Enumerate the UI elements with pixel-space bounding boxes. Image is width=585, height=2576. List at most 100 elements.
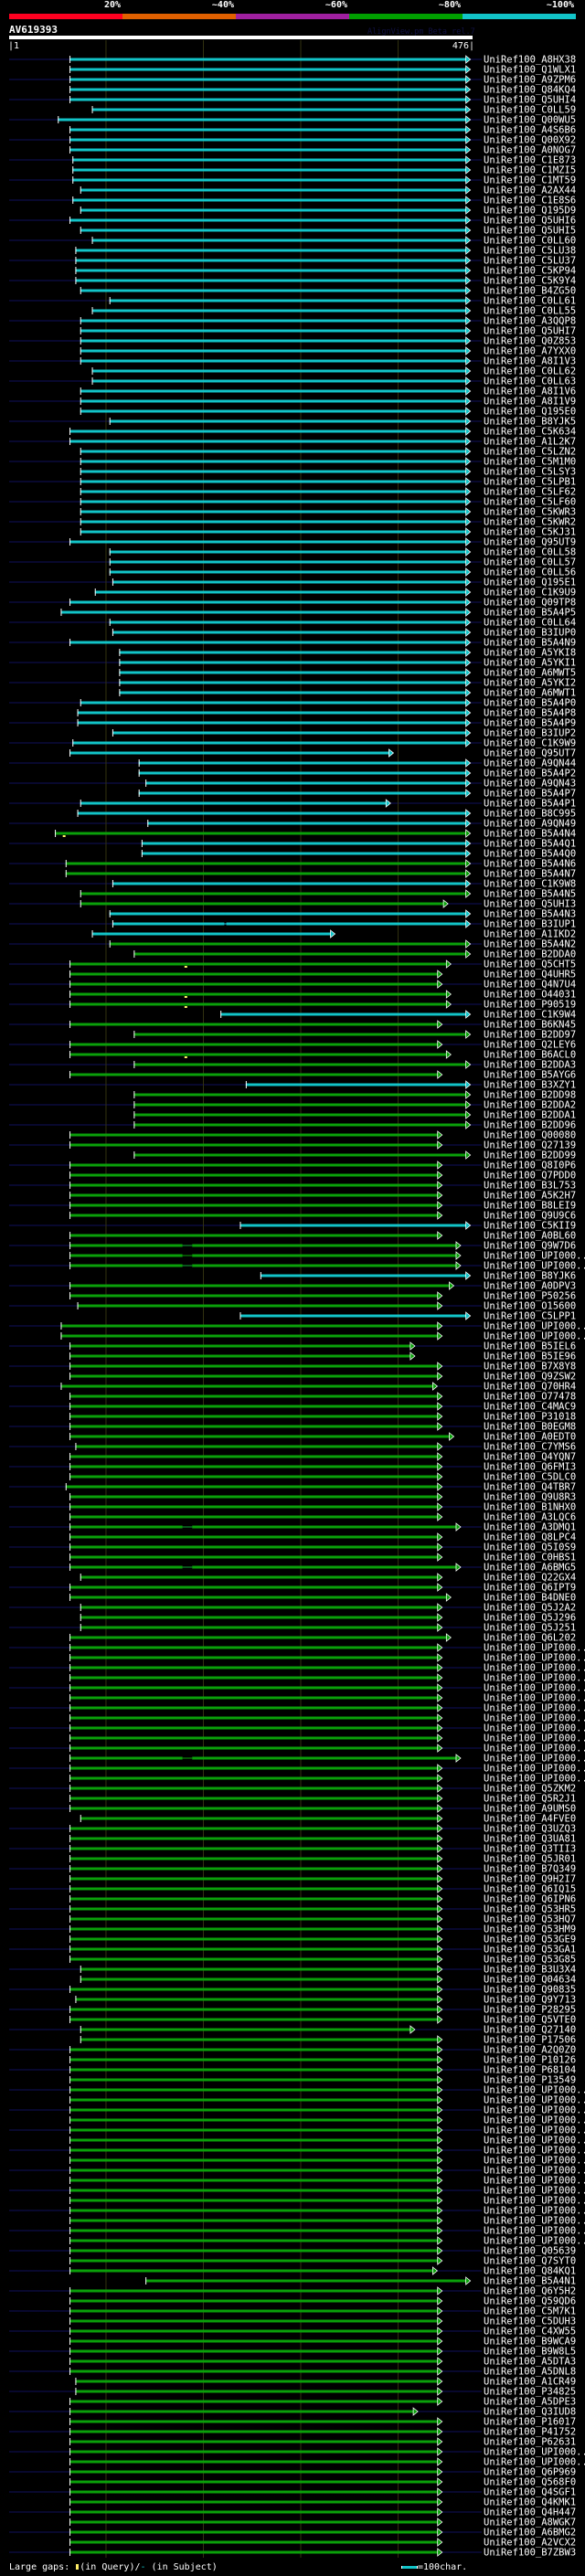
hit-label[interactable]: UniRef100_Q5VTE0 xyxy=(484,2015,576,2026)
hit-label[interactable]: UniRef100_Q53GE9 xyxy=(484,1935,576,1945)
hit-label[interactable]: UniRef100_C0LL58 xyxy=(484,547,576,558)
hit-label[interactable]: UniRef100_B5A4P8 xyxy=(484,708,576,719)
hit-label[interactable]: UniRef100_Q5I0S9 xyxy=(484,1542,576,1553)
hit-label[interactable]: UniRef100_A5YKI2 xyxy=(484,678,576,689)
hit-label[interactable]: UniRef100_B2DD98 xyxy=(484,1090,576,1101)
hit-label[interactable]: UniRef100_A5DNL8 xyxy=(484,2367,576,2378)
hit-label[interactable]: UniRef100_C0LL57 xyxy=(484,557,576,568)
hit-label[interactable]: UniRef100_O15600 xyxy=(484,1301,576,1312)
hit-label[interactable]: UniRef100_Q6L202 xyxy=(484,1633,576,1644)
hit-label[interactable]: UniRef100_A8I1V9 xyxy=(484,397,576,408)
hit-label[interactable]: UniRef100_Q90835 xyxy=(484,1985,576,1996)
hit-label[interactable]: UniRef100_UPI000.. xyxy=(484,2206,585,2217)
hit-label[interactable]: UniRef100_UPI000.. xyxy=(484,2095,585,2106)
hit-label[interactable]: UniRef100_UPI000.. xyxy=(484,2156,585,2167)
hit-label[interactable]: UniRef100_Q3UA81 xyxy=(484,1834,576,1845)
hit-label[interactable]: UniRef100_UPI000.. xyxy=(484,1754,585,1765)
hit-label[interactable]: UniRef100_Q5UHI7 xyxy=(484,326,576,337)
hit-label[interactable]: UniRef100_Q8LPC4 xyxy=(484,1532,576,1543)
hit-label[interactable]: UniRef100_UPI000.. xyxy=(484,1673,585,1684)
hit-label[interactable]: UniRef100_A9ZPM6 xyxy=(484,75,576,86)
hit-label[interactable]: UniRef100_B5A4P7 xyxy=(484,789,576,800)
hit-label[interactable]: UniRef100_B5AYG6 xyxy=(484,1070,576,1081)
hit-label[interactable]: UniRef100_A6BMG2 xyxy=(484,2528,576,2539)
hit-label[interactable]: UniRef100_B5A4Q0 xyxy=(484,849,576,860)
hit-label[interactable]: UniRef100_UPI000.. xyxy=(484,1663,585,1674)
hit-label[interactable]: UniRef100_Q00WU5 xyxy=(484,115,576,126)
hit-label[interactable]: UniRef100_A3LQC6 xyxy=(484,1512,576,1523)
hit-label[interactable]: UniRef100_A6MWT1 xyxy=(484,688,576,699)
hit-label[interactable]: UniRef100_Q0Z853 xyxy=(484,336,576,347)
hit-label[interactable]: UniRef100_A2VCX2 xyxy=(484,2538,576,2549)
hit-label[interactable]: UniRef100_Q70HR4 xyxy=(484,1382,576,1393)
hit-label[interactable]: UniRef100_UPI000.. xyxy=(484,1723,585,1734)
hit-label[interactable]: UniRef100_A9QN44 xyxy=(484,758,576,769)
hit-label[interactable]: UniRef100_B5A4N4 xyxy=(484,829,576,840)
hit-label[interactable]: UniRef100_Q6IPT9 xyxy=(484,1583,576,1594)
hit-label[interactable]: UniRef100_Q5UHI6 xyxy=(484,216,576,227)
hit-label[interactable]: UniRef100_UPI000.. xyxy=(484,2176,585,2187)
hit-label[interactable]: UniRef100_Q5JR01 xyxy=(484,1854,576,1865)
hit-label[interactable]: UniRef100_B5A4N2 xyxy=(484,939,576,950)
hit-label[interactable]: UniRef100_B3IUP0 xyxy=(484,628,576,639)
hit-label[interactable]: UniRef100_UPI000.. xyxy=(484,2115,585,2126)
hit-label[interactable]: UniRef100_UPI000.. xyxy=(484,1653,585,1664)
hit-label[interactable]: UniRef100_UPI000.. xyxy=(484,2105,585,2116)
hit-label[interactable]: UniRef100_A1CR49 xyxy=(484,2377,576,2388)
hit-label[interactable]: UniRef100_C5KJ31 xyxy=(484,527,576,538)
hit-label[interactable]: UniRef100_UPI000.. xyxy=(484,1713,585,1724)
hit-label[interactable]: UniRef100_Q53HQ7 xyxy=(484,1914,576,1925)
hit-label[interactable]: UniRef100_Q9ZSW2 xyxy=(484,1372,576,1383)
hit-label[interactable]: UniRef100_A4S6B6 xyxy=(484,125,576,136)
hit-label[interactable]: UniRef100_Q5UHI4 xyxy=(484,95,576,106)
hit-label[interactable]: UniRef100_C5M7K1 xyxy=(484,2306,576,2317)
hit-label[interactable]: UniRef100_B5A4Q1 xyxy=(484,839,576,850)
hit-label[interactable]: UniRef100_C0LL64 xyxy=(484,618,576,629)
hit-label[interactable]: UniRef100_A2AX44 xyxy=(484,186,576,196)
hit-label[interactable]: UniRef100_UPI000.. xyxy=(484,1261,585,1272)
hit-label[interactable]: UniRef100_B5A4N6 xyxy=(484,859,576,870)
hit-label[interactable]: UniRef100_C0LL55 xyxy=(484,306,576,317)
hit-label[interactable]: UniRef100_A9QN49 xyxy=(484,819,576,830)
hit-label[interactable]: UniRef100_C0LL59 xyxy=(484,105,576,116)
hit-label[interactable]: UniRef100_P34825 xyxy=(484,2387,576,2398)
hit-label[interactable]: UniRef100_UPI000.. xyxy=(484,2085,585,2096)
hit-label[interactable]: UniRef100_C1K9W4 xyxy=(484,1010,576,1021)
hit-label[interactable]: UniRef100_B7ZBW3 xyxy=(484,2548,576,2559)
hit-label[interactable]: UniRef100_UPI000.. xyxy=(484,1693,585,1704)
hit-label[interactable]: UniRef100_Q4N7U4 xyxy=(484,980,576,991)
hit-label[interactable]: UniRef100_A0DPV3 xyxy=(484,1281,576,1292)
hit-label[interactable]: UniRef100_B9WCA9 xyxy=(484,2337,576,2348)
hit-label[interactable]: UniRef100_C7YMS6 xyxy=(484,1442,576,1453)
hit-label[interactable]: UniRef100_A8HX38 xyxy=(484,55,576,66)
hit-label[interactable]: UniRef100_Q5CHT5 xyxy=(484,959,576,970)
hit-label[interactable]: UniRef100_B2DDA0 xyxy=(484,949,576,960)
hit-label[interactable]: UniRef100_C0LL62 xyxy=(484,366,576,377)
hit-label[interactable]: UniRef100_Q53G85 xyxy=(484,1955,576,1966)
hit-label[interactable]: UniRef100_A8I1V6 xyxy=(484,387,576,398)
hit-label[interactable]: UniRef100_Q53HM9 xyxy=(484,1924,576,1935)
hit-label[interactable]: UniRef100_Q5J251 xyxy=(484,1623,576,1634)
hit-label[interactable]: UniRef100_Q59QD6 xyxy=(484,2296,576,2307)
hit-label[interactable]: UniRef100_B5A4N9 xyxy=(484,638,576,649)
hit-label[interactable]: UniRef100_O77478 xyxy=(484,1392,576,1403)
hit-label[interactable]: UniRef100_UPI000.. xyxy=(484,1703,585,1714)
hit-label[interactable]: UniRef100_A8I1V3 xyxy=(484,356,576,367)
hit-label[interactable]: UniRef100_Q4H447 xyxy=(484,2507,576,2518)
hit-label[interactable]: UniRef100_B2DD99 xyxy=(484,1150,576,1161)
hit-label[interactable]: UniRef100_A1L2K7 xyxy=(484,437,576,448)
hit-label[interactable]: UniRef100_B3U3X4 xyxy=(484,1965,576,1976)
hit-label[interactable]: UniRef100_C0LL60 xyxy=(484,236,576,247)
hit-label[interactable]: UniRef100_P90519 xyxy=(484,1000,576,1011)
hit-label[interactable]: UniRef100_B8YJK5 xyxy=(484,417,576,428)
hit-label[interactable]: UniRef100_C1K9U9 xyxy=(484,588,576,599)
hit-label[interactable]: UniRef100_A5YKI8 xyxy=(484,648,576,659)
hit-label[interactable]: UniRef100_B2DD96 xyxy=(484,1120,576,1131)
hit-label[interactable]: UniRef100_A0EDT0 xyxy=(484,1432,576,1443)
hit-label[interactable]: UniRef100_UPI000.. xyxy=(484,2457,585,2468)
hit-label[interactable]: UniRef100_A9QN43 xyxy=(484,779,576,790)
hit-label[interactable]: UniRef100_P41752 xyxy=(484,2427,576,2438)
hit-label[interactable]: UniRef100_B7Q349 xyxy=(484,1864,576,1875)
hit-label[interactable]: UniRef100_C4MAC9 xyxy=(484,1402,576,1413)
hit-label[interactable]: UniRef100_UPI000.. xyxy=(484,2236,585,2247)
